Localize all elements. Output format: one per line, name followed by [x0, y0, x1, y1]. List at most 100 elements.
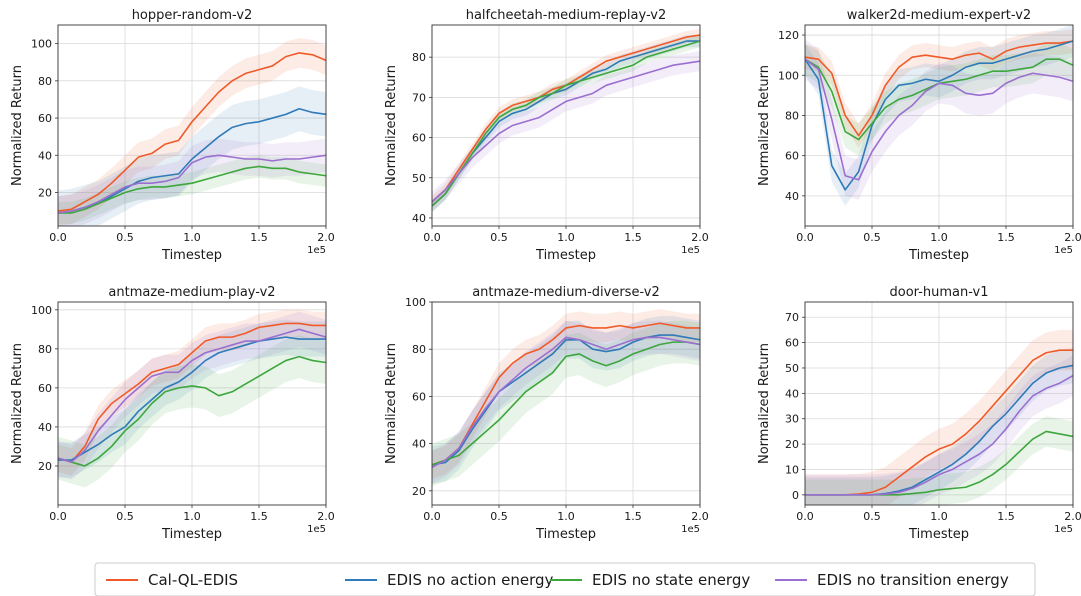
x-tick-label: 0.5: [863, 510, 881, 523]
y-tick-label: 60: [785, 150, 799, 163]
series-line-4: [58, 154, 326, 214]
y-tick-label: 40: [412, 212, 426, 225]
series-band-3: [58, 335, 326, 488]
x-tick-label: 0.0: [423, 510, 441, 523]
subplot-1: 0.0 0.5 1.0 1.5 2.0 20 40 60 80 100 1e5 hopper-rand…: [10, 8, 335, 263]
subplot-title: antmaze-medium-play-v2: [108, 285, 275, 300]
x-tick-label: 0.5: [863, 231, 881, 244]
y-tick-label: 20: [785, 438, 799, 451]
subplot-title: walker2d-medium-expert-v2: [847, 8, 1031, 23]
x-tick-label: 1.5: [250, 510, 268, 523]
y-tick-label: 60: [412, 390, 426, 403]
y-tick-label: 120: [778, 29, 799, 42]
y-tick-label: 40: [785, 387, 799, 400]
series-band-2: [58, 319, 326, 478]
series-band-4: [805, 39, 1073, 200]
y-tick-label: 60: [38, 382, 52, 395]
x-axis-label: Timestep: [908, 527, 969, 542]
y-tick-label: 20: [38, 460, 52, 473]
y-tick-label: 100: [405, 296, 426, 309]
y-tick-label: 100: [778, 69, 799, 82]
y-tick-label: 80: [38, 75, 52, 88]
x-tick-label: 0.0: [796, 510, 814, 523]
y-tick-label: 100: [31, 38, 52, 51]
series-line-2: [58, 336, 326, 461]
y-tick-label: 40: [785, 190, 799, 203]
y-axis-label: Normalized Return: [757, 65, 772, 186]
x-tick-label: 0.0: [423, 231, 441, 244]
x-tick-label: 2.0: [317, 510, 335, 523]
series-line-4: [805, 374, 1073, 496]
x-tick-label: 2.0: [1064, 231, 1081, 244]
series-band-3: [432, 320, 700, 487]
y-tick-label: 40: [412, 438, 426, 451]
y-tick-label: 40: [38, 421, 52, 434]
series-band-3: [432, 35, 700, 212]
series-line-1: [432, 322, 700, 466]
subplot-title: halfcheetah-medium-replay-v2: [466, 8, 667, 23]
x-tick-label: 0.5: [490, 231, 508, 244]
series-line-4: [432, 336, 700, 468]
y-tick-label: 80: [38, 343, 52, 356]
x-tick-label: 0.5: [116, 231, 134, 244]
series-band-4: [58, 311, 326, 480]
subplot-title: door-human-v1: [889, 285, 988, 300]
y-tick-label: 80: [412, 51, 426, 64]
y-tick-label: 20: [412, 485, 426, 498]
x-axis-label: Timestep: [908, 248, 969, 263]
x-exponent-label: 1e5: [307, 245, 326, 256]
x-axis-label: Timestep: [535, 248, 596, 263]
x-tick-label: 1.0: [930, 231, 948, 244]
series-line-3: [58, 165, 326, 214]
x-tick-label: 1.0: [557, 510, 575, 523]
x-tick-label: 1.5: [997, 510, 1015, 523]
y-tick-label: 70: [412, 91, 426, 104]
y-tick-label: 20: [38, 187, 52, 200]
y-axis-label: Normalized Return: [384, 65, 399, 186]
series-line-1: [58, 52, 326, 212]
series-band-2: [805, 347, 1073, 505]
series-band-1: [805, 329, 1073, 505]
y-axis-label: Normalized Return: [10, 65, 25, 186]
y-tick-label: 60: [412, 132, 426, 145]
x-tick-label: 2.0: [691, 231, 709, 244]
x-tick-label: 1.5: [624, 231, 642, 244]
y-tick-label: 50: [785, 362, 799, 375]
series-band-3: [58, 155, 326, 225]
x-tick-label: 2.0: [317, 231, 335, 244]
x-axis-label: Timestep: [161, 248, 222, 263]
subplot-4: 0.0 0.5 1.0 1.5 2.0 20 40 60 80 100 1e5 antmaze-med…: [10, 285, 335, 542]
x-tick-label: 2.0: [1064, 510, 1081, 523]
series-band-1: [58, 38, 326, 226]
x-tick-label: 1.0: [930, 510, 948, 523]
series-line-1: [805, 40, 1073, 137]
legend-entry: Cal-QL-EDIS: [148, 571, 238, 589]
y-axis-label: Normalized Return: [757, 343, 772, 464]
y-tick-label: 0: [792, 489, 799, 502]
x-exponent-label: 1e5: [681, 524, 700, 535]
subplot-6: 0.0 0.5 1.0 1.5 2.0 0 10 20 30 40 50 60 70 1e5 door-hu…: [757, 285, 1081, 542]
x-axis-label: Timestep: [161, 527, 222, 542]
y-tick-label: 70: [785, 311, 799, 324]
legend-entry: EDIS no state energy: [592, 571, 750, 589]
legend-entry: EDIS no transition energy: [817, 571, 1009, 589]
series-line-3: [58, 355, 326, 467]
x-tick-label: 0.0: [796, 231, 814, 244]
x-tick-label: 0.5: [490, 510, 508, 523]
series-line-1: [58, 322, 326, 463]
x-tick-label: 0.5: [116, 510, 134, 523]
x-exponent-label: 1e5: [681, 245, 700, 256]
subplot-2: 0.0 0.5 1.0 1.5 2.0 40 50 60 70 80 1e5 halfcheetah-…: [384, 8, 709, 263]
y-tick-label: 80: [412, 343, 426, 356]
series-line-4: [805, 58, 1073, 181]
subplot-title: antmaze-medium-diverse-v2: [472, 285, 660, 300]
x-tick-label: 1.0: [557, 231, 575, 244]
series-line-2: [805, 40, 1073, 191]
x-exponent-label: 1e5: [1054, 524, 1073, 535]
x-tick-label: 1.5: [997, 231, 1015, 244]
x-tick-label: 1.0: [183, 510, 201, 523]
x-exponent-label: 1e5: [307, 524, 326, 535]
series-line-4: [432, 60, 700, 203]
x-tick-label: 0.0: [49, 510, 67, 523]
legend: Cal-QL-EDIS EDIS no action energy EDIS no …: [94, 562, 1036, 596]
